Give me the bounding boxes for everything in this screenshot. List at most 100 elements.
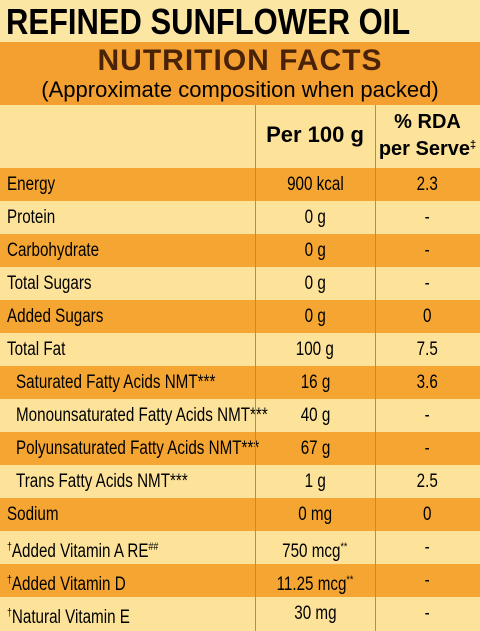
column-rda: % RDA <box>394 111 461 133</box>
label-wrap: Saturated Fatty Acids NMT*** <box>16 366 215 399</box>
label-wrap: †Natural Vitamin E <box>7 597 130 631</box>
label: Saturated Fatty Acids NMT*** <box>16 372 216 393</box>
label: Total Sugars <box>7 273 92 294</box>
per100g-cell: 0 g <box>255 234 375 267</box>
label-wrap: Monounsaturated Fatty Acids NMT*** <box>16 399 268 432</box>
column-rda-line2: per Serve <box>378 138 471 160</box>
rda-cell: - <box>375 597 480 630</box>
label-wrap: Protein <box>7 201 55 234</box>
per100g: 0 g <box>304 273 326 294</box>
label-wrap: Total Sugars <box>7 267 92 300</box>
per100g: 1 g <box>304 471 326 492</box>
label: Added Vitamin D <box>11 574 126 595</box>
per100g-wrap: 750 mcg** <box>282 531 347 568</box>
row: Polyunsaturated Fatty Acids NMT*** 67 g - <box>0 432 480 465</box>
label: Natural Vitamin E <box>11 607 130 628</box>
rda: 3.6 <box>416 372 439 393</box>
per100g-wrap: 0 mg <box>298 498 332 531</box>
row: Protein 0 g - <box>0 201 480 234</box>
per100g-cell: 100 g <box>255 333 375 366</box>
title-band: NUTRITION FACTS (Approximate composition… <box>0 42 480 105</box>
label: Monounsaturated Fatty Acids NMT*** <box>16 405 268 426</box>
label-prefix: † <box>7 541 12 553</box>
per100g-wrap: 0 g <box>304 267 325 300</box>
rda: - <box>424 537 431 558</box>
label-wrap: Added Sugars <box>7 300 103 333</box>
rda: 0 <box>423 306 432 327</box>
label-wrap: Trans Fatty Acids NMT*** <box>16 465 188 498</box>
rda-cell: - <box>375 531 480 564</box>
per100g-wrap: 67 g <box>300 432 330 465</box>
per100g-wrap: 11.25 mcg** <box>277 564 354 601</box>
label-wrap: Polyunsaturated Fatty Acids NMT*** <box>16 432 259 465</box>
per100g: 900 kcal <box>286 174 344 195</box>
label: Trans Fatty Acids NMT*** <box>16 471 188 492</box>
per100g-cell: 900 kcal <box>255 168 375 201</box>
label: Energy <box>7 174 56 195</box>
label-cell: Polyunsaturated Fatty Acids NMT*** <box>16 432 259 465</box>
row: Trans Fatty Acids NMT*** 1 g 2.5 <box>0 465 480 498</box>
per100g-wrap: 100 g <box>296 333 334 366</box>
label-wrap: †Added Vitamin A RE## <box>7 531 158 568</box>
rda-cell: - <box>375 201 480 234</box>
per100g-sup: ** <box>340 541 348 553</box>
per100g-wrap: 0 g <box>304 201 325 234</box>
per100g-wrap: 16 g <box>300 366 330 399</box>
rda-cell: - <box>375 234 480 267</box>
per100g-wrap: 900 kcal <box>287 168 344 201</box>
per100g: 16 g <box>300 372 330 393</box>
rda: - <box>424 273 431 294</box>
rda: 0 <box>423 504 432 525</box>
per100g-cell: 16 g <box>255 366 375 399</box>
per100g-cell: 0 g <box>255 300 375 333</box>
column-divider <box>255 105 256 631</box>
rda-cell: - <box>375 432 480 465</box>
row: Energy 900 kcal 2.3 <box>0 168 480 201</box>
per100g: 100 g <box>295 339 335 360</box>
per100g-cell: 750 mcg** <box>255 531 375 564</box>
per100g-sup: ** <box>346 574 354 586</box>
rda-cell: - <box>375 267 480 300</box>
rda-cell: 0 <box>375 498 480 531</box>
row: †Added Vitamin A RE## 750 mcg** - <box>0 531 480 564</box>
rda-cell: 2.5 <box>375 465 480 498</box>
rda: 7.5 <box>416 339 439 360</box>
label: Added Vitamin A RE <box>11 541 149 562</box>
label-cell: Protein <box>7 201 247 234</box>
rda: - <box>424 207 431 228</box>
product-band: REFINED SUNFLOWER OIL <box>0 0 480 42</box>
per100g-cell: 67 g <box>255 432 375 465</box>
per100g: 30 mg <box>293 603 337 624</box>
per100g-cell: 0 g <box>255 201 375 234</box>
per100g: 40 g <box>300 405 330 426</box>
label-cell: Added Sugars <box>7 300 247 333</box>
label-wrap: †Added Vitamin D <box>7 564 126 601</box>
column-per100g: Per 100 g <box>266 122 364 147</box>
rda: - <box>424 438 431 459</box>
per100g-cell: 1 g <box>255 465 375 498</box>
product-name: REFINED SUNFLOWER OIL <box>6 1 411 42</box>
per100g-cell: 30 mg <box>255 597 375 630</box>
per100g-cell: 0 g <box>255 267 375 300</box>
rda-cell: 0 <box>375 300 480 333</box>
row: Monounsaturated Fatty Acids NMT*** 40 g - <box>0 399 480 432</box>
rda: - <box>424 240 431 261</box>
rda-cell: 7.5 <box>375 333 480 366</box>
rda: 2.3 <box>416 174 439 195</box>
per100g: 11.25 mcg <box>276 574 347 595</box>
row: Carbohydrate 0 g - <box>0 234 480 267</box>
row: Saturated Fatty Acids NMT*** 16 g 3.6 <box>0 366 480 399</box>
label-cell: Trans Fatty Acids NMT*** <box>16 465 256 498</box>
per100g: 0 g <box>304 240 326 261</box>
title: NUTRITION FACTS <box>97 44 383 77</box>
label-cell: Monounsaturated Fatty Acids NMT*** <box>16 399 268 432</box>
row: †Added Vitamin D 11.25 mcg** - <box>0 564 480 597</box>
column-header: Per 100 g % RDA per Serve‡ <box>0 105 480 168</box>
rda-cell: - <box>375 564 480 597</box>
row: Total Sugars 0 g - <box>0 267 480 300</box>
per100g-cell: 40 g <box>255 399 375 432</box>
per100g-cell: 0 mg <box>255 498 375 531</box>
label: Polyunsaturated Fatty Acids NMT*** <box>16 438 260 459</box>
rda: - <box>424 405 431 426</box>
